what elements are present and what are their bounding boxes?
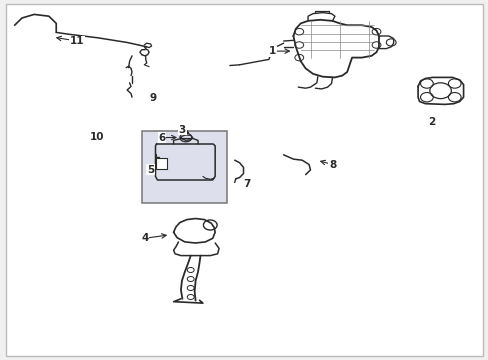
Bar <box>156 158 167 169</box>
Text: 2: 2 <box>427 117 434 127</box>
Text: 10: 10 <box>89 132 104 142</box>
Text: 9: 9 <box>149 93 156 103</box>
Text: 1: 1 <box>269 46 276 56</box>
Text: 3: 3 <box>179 125 185 135</box>
Text: 8: 8 <box>328 159 335 170</box>
Text: 5: 5 <box>147 165 154 175</box>
Text: 4: 4 <box>141 233 148 243</box>
Bar <box>142 131 227 203</box>
Text: 6: 6 <box>159 132 165 143</box>
Text: 7: 7 <box>243 179 250 189</box>
Text: 11: 11 <box>70 36 84 46</box>
